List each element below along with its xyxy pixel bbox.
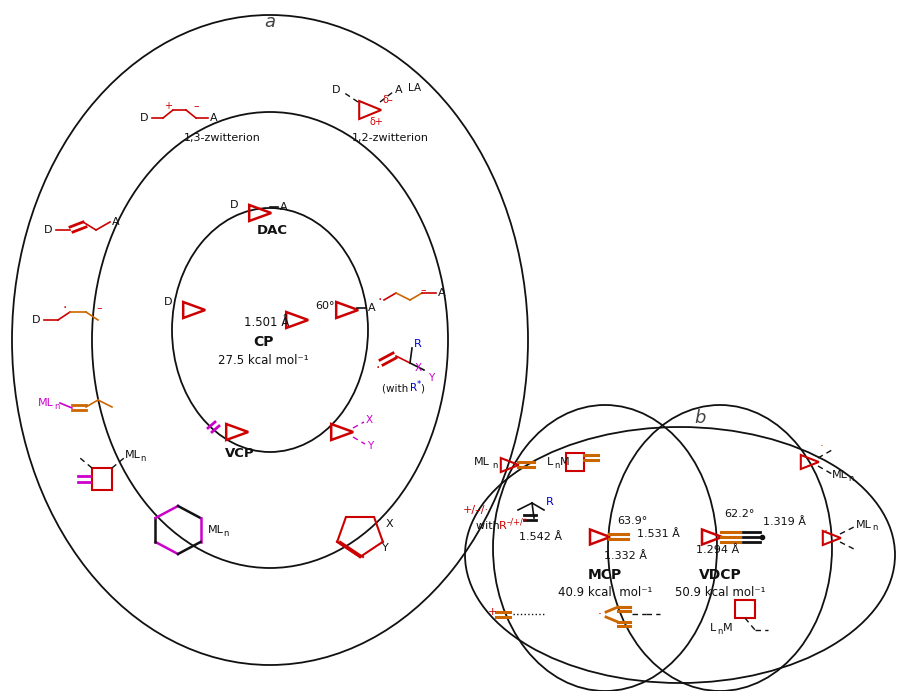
Text: 60°: 60°	[315, 301, 335, 311]
Text: R: R	[410, 383, 417, 393]
Text: ·: ·	[378, 293, 382, 307]
Text: L: L	[710, 623, 716, 633]
Text: CP: CP	[253, 335, 274, 349]
Text: a: a	[265, 13, 275, 31]
Text: 1,3-zwitterion: 1,3-zwitterion	[184, 133, 260, 143]
Text: D: D	[164, 297, 172, 307]
Text: n: n	[54, 401, 59, 410]
Text: +: +	[488, 607, 498, 617]
Text: LA: LA	[408, 83, 421, 93]
Text: A: A	[438, 288, 446, 298]
Text: A: A	[368, 303, 375, 313]
Text: n: n	[848, 473, 853, 482]
Text: VCP: VCP	[225, 446, 255, 460]
Text: A: A	[112, 217, 120, 227]
Text: VDCP: VDCP	[698, 568, 742, 582]
Text: –: –	[96, 303, 102, 313]
Text: with: with	[476, 521, 503, 531]
Text: DAC: DAC	[256, 223, 287, 236]
Text: 1,2-zwitterion: 1,2-zwitterion	[352, 133, 428, 143]
Text: 27.5 kcal mol⁻¹: 27.5 kcal mol⁻¹	[218, 354, 309, 366]
Text: A: A	[280, 202, 288, 212]
Text: n: n	[872, 524, 878, 533]
Text: –: –	[420, 285, 426, 295]
Text: ·: ·	[63, 301, 68, 315]
Text: δ+: δ+	[369, 117, 382, 127]
Text: MCP: MCP	[588, 568, 622, 582]
Text: ·: ·	[820, 440, 824, 453]
Text: R: R	[546, 497, 554, 507]
Text: D: D	[32, 315, 40, 325]
Text: 1.542 Å: 1.542 Å	[519, 532, 562, 542]
Text: δ–: δ–	[382, 95, 393, 105]
Text: X: X	[386, 519, 393, 529]
Text: 62.2°: 62.2°	[724, 509, 754, 519]
Text: n: n	[223, 529, 229, 538]
Text: –/+/*: –/+/*	[507, 518, 528, 527]
Text: ML: ML	[125, 450, 141, 460]
Text: Y: Y	[382, 543, 389, 553]
Text: R: R	[499, 521, 507, 531]
Text: 1.501 Å: 1.501 Å	[244, 316, 290, 328]
Text: ML: ML	[38, 398, 54, 408]
Text: D: D	[140, 113, 148, 123]
Text: ML: ML	[474, 457, 490, 467]
Text: ML: ML	[832, 470, 848, 480]
Text: 50.9 kcal mol⁻¹: 50.9 kcal mol⁻¹	[675, 585, 765, 598]
Text: R: R	[414, 339, 422, 349]
Text: +: +	[164, 101, 172, 111]
Text: M: M	[723, 623, 733, 633]
Text: –: –	[194, 101, 199, 111]
Text: ML: ML	[856, 520, 872, 530]
Text: *: *	[417, 379, 421, 388]
Text: D: D	[331, 85, 340, 95]
Text: b: b	[694, 409, 706, 427]
Text: 1.531 Å: 1.531 Å	[637, 529, 680, 539]
Text: (with: (with	[382, 383, 411, 393]
Text: A: A	[210, 113, 218, 123]
Text: L: L	[547, 457, 553, 467]
Text: A: A	[395, 85, 402, 95]
Text: D: D	[230, 200, 238, 210]
Text: ML: ML	[208, 525, 224, 535]
Text: n: n	[140, 453, 146, 462]
Text: 1.332 Å: 1.332 Å	[604, 551, 646, 561]
Text: ·: ·	[598, 609, 602, 621]
Text: 63.9°: 63.9°	[617, 516, 647, 526]
Text: n: n	[554, 460, 560, 469]
Text: ·: ·	[376, 361, 380, 375]
Text: 40.9 kcal  mol⁻¹: 40.9 kcal mol⁻¹	[558, 585, 652, 598]
Text: ·: ·	[824, 525, 828, 538]
Text: +/–/·: +/–/·	[463, 505, 489, 515]
Text: 1.294 Å: 1.294 Å	[697, 545, 740, 555]
Text: ): )	[420, 383, 424, 393]
Text: M: M	[560, 457, 570, 467]
Text: Y: Y	[428, 373, 434, 383]
Text: 1.319 Å: 1.319 Å	[763, 517, 806, 527]
Text: X: X	[366, 415, 373, 425]
Text: X: X	[414, 363, 421, 373]
Text: n: n	[492, 460, 498, 469]
Text: n: n	[717, 627, 723, 636]
Text: Y: Y	[367, 441, 374, 451]
Text: D: D	[43, 225, 52, 235]
